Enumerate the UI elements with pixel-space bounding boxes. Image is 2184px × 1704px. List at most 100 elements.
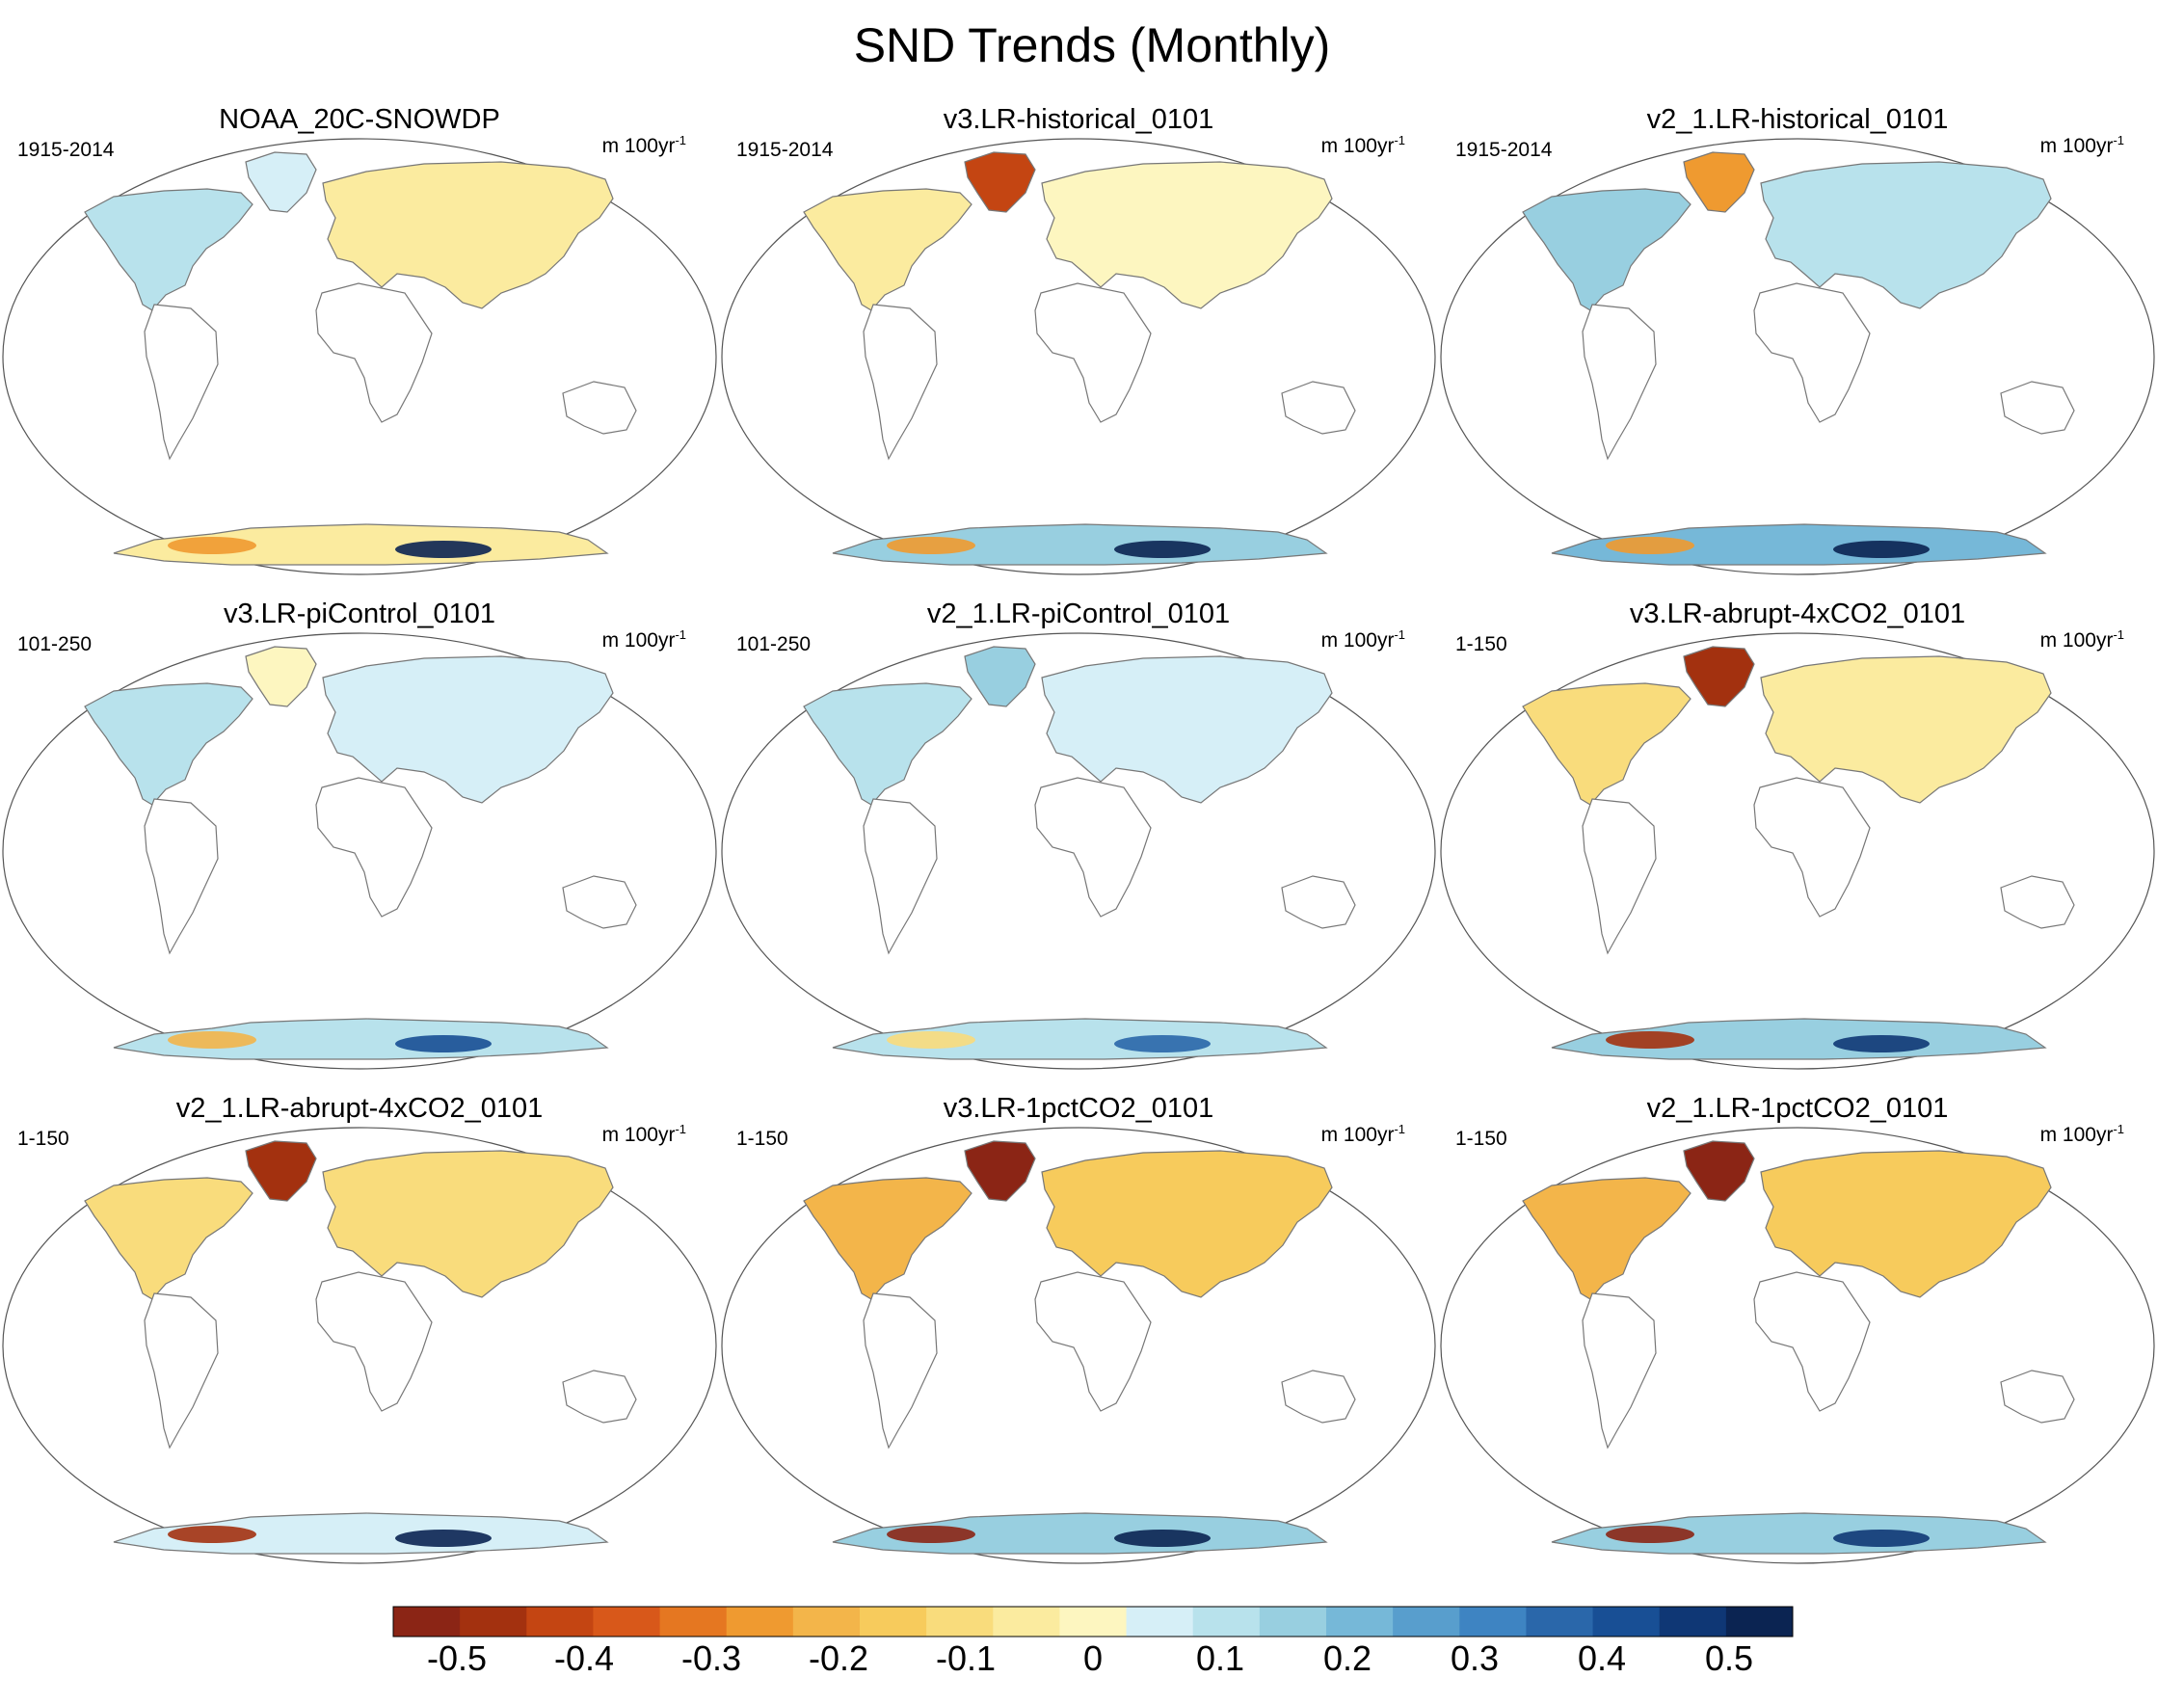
panel-units: m 100yr-1 — [602, 627, 686, 652]
africa-region — [1753, 777, 1871, 918]
eurasia-region — [1760, 1150, 2052, 1298]
colorbar-segment — [1192, 1607, 1261, 1637]
map-panel: v3.LR-piControl_0101 101-250 m 100yr-1 — [0, 599, 719, 1080]
eurasia-region — [1041, 1150, 1333, 1298]
map-panel: v3.LR-abrupt-4xCO2_0101 1-150 m 100yr-1 — [1438, 599, 2157, 1080]
units-base: m 100yr — [601, 135, 676, 157]
panel-period: 1915-2014 — [17, 139, 115, 161]
greenland-region — [1683, 646, 1755, 707]
north-america-region — [1522, 188, 1691, 311]
units-base: m 100yr — [2039, 1124, 2114, 1146]
antarctic-negative-patch — [887, 537, 975, 554]
panel-title: v2_1.LR-abrupt-4xCO2_0101 — [175, 1093, 544, 1124]
colorbar-segment — [993, 1607, 1060, 1637]
colorbar-segment — [1526, 1607, 1594, 1637]
panel-units: m 100yr-1 — [1321, 627, 1405, 652]
antarctica-region — [1551, 523, 2047, 566]
units-exponent: -1 — [1394, 627, 1405, 642]
map-svg — [721, 632, 1436, 1070]
north-america-region — [803, 188, 972, 311]
figure-title: SND Trends (Monthly) — [853, 18, 1331, 72]
panel-title: NOAA_20C-SNOWDP — [219, 104, 500, 135]
units-base: m 100yr — [601, 629, 676, 652]
colorbar-segment — [593, 1607, 661, 1637]
greenland-region — [245, 1140, 317, 1202]
units-exponent: -1 — [1394, 133, 1405, 147]
eurasia-region — [322, 655, 614, 804]
south-america-region — [144, 1292, 219, 1450]
colorbar-segment — [1459, 1607, 1527, 1637]
colorbar-tick-label: 0 — [1082, 1638, 1104, 1678]
antarctic-positive-patch — [1833, 1035, 1930, 1052]
panel-title: v3.LR-abrupt-4xCO2_0101 — [1629, 599, 1966, 629]
map-svg — [1440, 1127, 2155, 1564]
panel-title: v2_1.LR-1pctCO2_0101 — [1646, 1093, 1949, 1124]
south-america-region — [863, 1292, 938, 1450]
colorbar-tick-label: 0.2 — [1322, 1638, 1372, 1678]
panel-title: v3.LR-piControl_0101 — [223, 599, 496, 629]
colorbar-tick-label: 0.3 — [1450, 1638, 1500, 1678]
colorbar-tick-label: 0.1 — [1195, 1638, 1245, 1678]
units-exponent: -1 — [2113, 133, 2124, 147]
map-svg — [721, 1127, 1436, 1564]
panel-units: m 100yr-1 — [2040, 133, 2124, 158]
eurasia-region — [1760, 161, 2052, 309]
eurasia-region — [1760, 655, 2052, 804]
units-exponent: -1 — [2113, 627, 2124, 642]
north-america-region — [1522, 682, 1691, 806]
antarctic-positive-patch — [1114, 541, 1211, 558]
africa-region — [1034, 282, 1152, 423]
antarctica-region — [832, 1512, 1328, 1555]
south-america-region — [144, 304, 219, 461]
colorbar-segment — [393, 1607, 461, 1637]
eurasia-region — [322, 161, 614, 309]
units-base: m 100yr — [1320, 629, 1395, 652]
antarctic-negative-patch — [168, 1031, 256, 1049]
panel-title: v3.LR-historical_0101 — [943, 104, 1214, 135]
colorbar-segment — [726, 1607, 794, 1637]
colorbar-tick-label: -0.5 — [426, 1638, 488, 1678]
colorbar-frame — [392, 1606, 1794, 1637]
map-svg — [2, 138, 717, 575]
australia-region — [562, 381, 637, 435]
colorbar-segment — [1592, 1607, 1661, 1637]
antarctica-region — [113, 1512, 609, 1555]
map-panel: NOAA_20C-SNOWDP 1915-2014 m 100yr-1 — [0, 104, 719, 586]
australia-region — [2000, 381, 2075, 435]
south-america-region — [144, 798, 219, 955]
antarctic-positive-patch — [395, 541, 492, 558]
colorbar-segment — [792, 1607, 861, 1637]
south-america-region — [1582, 304, 1657, 461]
colorbar-segment — [526, 1607, 594, 1637]
units-exponent: -1 — [675, 627, 686, 642]
colorbar-tick-label: -0.1 — [935, 1638, 997, 1678]
africa-region — [315, 1271, 433, 1412]
australia-region — [562, 1370, 637, 1424]
map-svg — [721, 138, 1436, 575]
eurasia-region — [322, 1150, 614, 1298]
africa-region — [315, 777, 433, 918]
panel-title: v2_1.LR-historical_0101 — [1646, 104, 1949, 135]
panel-units: m 100yr-1 — [1321, 133, 1405, 158]
panel-period: 1-150 — [1455, 1128, 1507, 1150]
units-base: m 100yr — [1320, 135, 1395, 157]
panel-units: m 100yr-1 — [602, 1122, 686, 1147]
units-base: m 100yr — [2039, 629, 2114, 652]
south-america-region — [863, 798, 938, 955]
antarctic-negative-patch — [1606, 1526, 1694, 1543]
map-panel: v2_1.LR-historical_0101 1915-2014 m 100yr-… — [1438, 104, 2157, 586]
colorbar-tick-label: -0.2 — [808, 1638, 869, 1678]
eurasia-region — [1041, 655, 1333, 804]
colorbar-tick-label: -0.4 — [553, 1638, 615, 1678]
north-america-region — [84, 188, 253, 311]
panel-period: 1-150 — [17, 1128, 69, 1150]
antarctic-positive-patch — [395, 1530, 492, 1547]
north-america-region — [84, 1177, 253, 1300]
antarctica-region — [113, 1018, 609, 1060]
colorbar-segment — [1659, 1607, 1727, 1637]
map-panel: v3.LR-1pctCO2_0101 1-150 m 100yr-1 — [719, 1093, 1438, 1575]
antarctica-region — [1551, 1018, 2047, 1060]
colorbar-segment — [1326, 1607, 1394, 1637]
greenland-region — [1683, 151, 1755, 213]
greenland-region — [964, 646, 1036, 707]
